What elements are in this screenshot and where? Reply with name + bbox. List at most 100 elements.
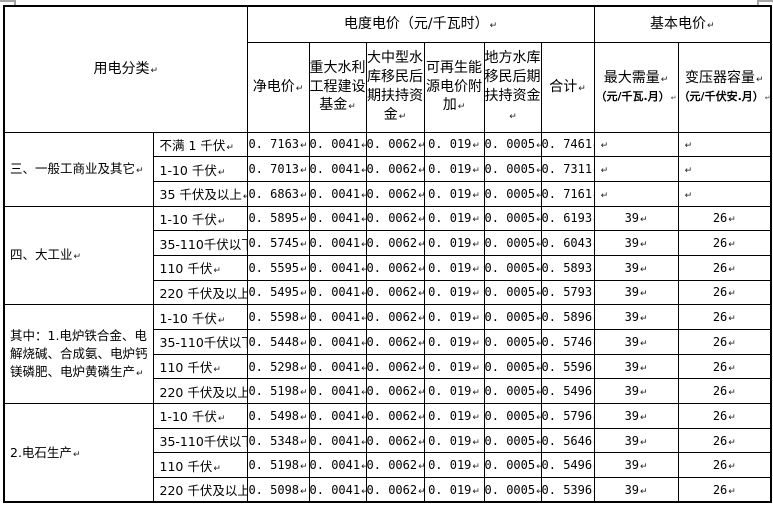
cell-category[interactable]: 其中：1.电炉铁合金、电解烧碱、合成氨、电炉钙镁磷肥、电炉黄磷生产↵ — [3, 304, 154, 405]
header-large-reservoir-fund[interactable]: 大中型水库移民后期扶持资金↵ — [365, 41, 425, 133]
cell-large-reservoir-fund[interactable]: 0. 0062↵ — [365, 452, 425, 479]
cell-total[interactable]: 0. 5896↵ — [540, 304, 595, 330]
cell-large-reservoir-fund[interactable]: 0. 0062↵ — [365, 378, 425, 405]
cell-transformer-capacity[interactable]: ↵ — [677, 131, 772, 158]
cell-large-reservoir-fund[interactable]: 0. 0062↵ — [365, 180, 425, 207]
cell-max-demand[interactable]: 39↵ — [593, 353, 679, 380]
cell-major-water-fund[interactable]: 0. 0041↵ — [308, 452, 367, 479]
cell-transformer-capacity[interactable]: ↵ — [677, 156, 772, 182]
cell-total[interactable]: 0. 5496↵ — [540, 378, 595, 405]
cell-major-water-fund[interactable]: 0. 0041↵ — [308, 403, 367, 429]
header-energy-price-group[interactable]: 电度电价（元/千瓦时）↵ — [246, 5, 595, 43]
cell-total[interactable]: 0. 7461↵ — [540, 131, 595, 158]
cell-large-reservoir-fund[interactable]: 0. 0062↵ — [365, 329, 425, 355]
cell-net-price[interactable]: 0. 6863↵ — [246, 180, 310, 207]
cell-voltage[interactable]: 110 千伏↵ — [152, 452, 248, 479]
cell-net-price[interactable]: 0. 5895↵ — [246, 205, 310, 232]
header-transformer-capacity[interactable]: 变压器容量↵ （元/千伏安.月）↵ — [677, 41, 772, 133]
cell-local-reservoir-fund[interactable]: 0. 0005↵ — [483, 353, 542, 380]
cell-local-reservoir-fund[interactable]: 0. 0005↵ — [483, 156, 542, 182]
cell-major-water-fund[interactable]: 0. 0041↵ — [308, 329, 367, 355]
cell-major-water-fund[interactable]: 0. 0041↵ — [308, 180, 367, 207]
cell-renewable-surcharge[interactable]: 0. 019↵ — [423, 180, 485, 207]
cell-net-price[interactable]: 0. 7163↵ — [246, 131, 310, 158]
cell-local-reservoir-fund[interactable]: 0. 0005↵ — [483, 254, 542, 281]
cell-large-reservoir-fund[interactable]: 0. 0062↵ — [365, 427, 425, 454]
cell-voltage[interactable]: 35-110千伏以下↵ — [152, 329, 248, 355]
cell-major-water-fund[interactable]: 0. 0041↵ — [308, 156, 367, 182]
cell-voltage[interactable]: 35-110千伏以下↵ — [152, 427, 248, 454]
cell-major-water-fund[interactable]: 0. 0041↵ — [308, 378, 367, 405]
cell-transformer-capacity[interactable]: 26↵ — [677, 254, 772, 281]
cell-max-demand[interactable]: 39↵ — [593, 378, 679, 405]
cell-local-reservoir-fund[interactable]: 0. 0005↵ — [483, 329, 542, 355]
cell-large-reservoir-fund[interactable]: 0. 0062↵ — [365, 156, 425, 182]
cell-total[interactable]: 0. 7311↵ — [540, 156, 595, 182]
cell-voltage[interactable]: 1-10 千伏↵ — [152, 205, 248, 232]
cell-total[interactable]: 0. 5496↵ — [540, 452, 595, 479]
cell-local-reservoir-fund[interactable]: 0. 0005↵ — [483, 279, 542, 306]
cell-total[interactable]: 0. 5646↵ — [540, 427, 595, 454]
cell-total[interactable]: 0. 6043↵ — [540, 230, 595, 256]
cell-net-price[interactable]: 0. 5745↵ — [246, 230, 310, 256]
cell-transformer-capacity[interactable]: 26↵ — [677, 353, 772, 380]
cell-large-reservoir-fund[interactable]: 0. 0062↵ — [365, 477, 425, 503]
cell-large-reservoir-fund[interactable]: 0. 0062↵ — [365, 131, 425, 158]
cell-total[interactable]: 0. 6193↵ — [540, 205, 595, 232]
cell-max-demand[interactable]: 39↵ — [593, 427, 679, 454]
cell-large-reservoir-fund[interactable]: 0. 0062↵ — [365, 254, 425, 281]
cell-large-reservoir-fund[interactable]: 0. 0062↵ — [365, 279, 425, 306]
cell-renewable-surcharge[interactable]: 0. 019↵ — [423, 329, 485, 355]
cell-max-demand[interactable]: ↵ — [593, 131, 679, 158]
cell-renewable-surcharge[interactable]: 0. 019↵ — [423, 477, 485, 503]
cell-net-price[interactable]: 0. 5298↵ — [246, 353, 310, 380]
cell-transformer-capacity[interactable]: 26↵ — [677, 477, 772, 503]
cell-total[interactable]: 0. 5596↵ — [540, 353, 595, 380]
cell-total[interactable]: 0. 5746↵ — [540, 329, 595, 355]
cell-renewable-surcharge[interactable]: 0. 019↵ — [423, 254, 485, 281]
cell-transformer-capacity[interactable]: 26↵ — [677, 279, 772, 306]
cell-voltage[interactable]: 220 千伏及以上↵ — [152, 378, 248, 405]
cell-large-reservoir-fund[interactable]: 0. 0062↵ — [365, 403, 425, 429]
cell-transformer-capacity[interactable]: 26↵ — [677, 205, 772, 232]
cell-major-water-fund[interactable]: 0. 0041↵ — [308, 279, 367, 306]
cell-voltage[interactable]: 35-110千伏以下↵ — [152, 230, 248, 256]
cell-transformer-capacity[interactable]: 26↵ — [677, 452, 772, 479]
cell-transformer-capacity[interactable]: 26↵ — [677, 378, 772, 405]
header-major-water-fund[interactable]: 重大水利工程建设基金↵ — [308, 41, 367, 133]
cell-voltage[interactable]: 110 千伏↵ — [152, 353, 248, 380]
cell-max-demand[interactable]: 39↵ — [593, 329, 679, 355]
header-total[interactable]: 合计↵ — [540, 41, 595, 133]
cell-renewable-surcharge[interactable]: 0. 019↵ — [423, 403, 485, 429]
cell-major-water-fund[interactable]: 0. 0041↵ — [308, 205, 367, 232]
cell-renewable-surcharge[interactable]: 0. 019↵ — [423, 452, 485, 479]
header-renewable-surcharge[interactable]: 可再生能源电价附加↵ — [423, 41, 485, 133]
cell-local-reservoir-fund[interactable]: 0. 0005↵ — [483, 477, 542, 503]
cell-max-demand[interactable]: 39↵ — [593, 477, 679, 503]
cell-voltage[interactable]: 220 千伏及以上↵ — [152, 477, 248, 503]
cell-net-price[interactable]: 0. 5198↵ — [246, 378, 310, 405]
cell-large-reservoir-fund[interactable]: 0. 0062↵ — [365, 230, 425, 256]
cell-large-reservoir-fund[interactable]: 0. 0062↵ — [365, 304, 425, 330]
cell-renewable-surcharge[interactable]: 0. 019↵ — [423, 279, 485, 306]
cell-transformer-capacity[interactable]: 26↵ — [677, 304, 772, 330]
cell-local-reservoir-fund[interactable]: 0. 0005↵ — [483, 427, 542, 454]
cell-local-reservoir-fund[interactable]: 0. 0005↵ — [483, 452, 542, 479]
cell-net-price[interactable]: 0. 5198↵ — [246, 452, 310, 479]
cell-voltage[interactable]: 110 千伏↵ — [152, 254, 248, 281]
cell-voltage[interactable]: 1-10 千伏↵ — [152, 304, 248, 330]
cell-net-price[interactable]: 0. 5595↵ — [246, 254, 310, 281]
cell-local-reservoir-fund[interactable]: 0. 0005↵ — [483, 230, 542, 256]
header-max-demand[interactable]: 最大需量↵ （元/千瓦.月）↵ — [593, 41, 679, 133]
cell-max-demand[interactable]: ↵ — [593, 180, 679, 207]
cell-renewable-surcharge[interactable]: 0. 019↵ — [423, 156, 485, 182]
cell-transformer-capacity[interactable]: 26↵ — [677, 230, 772, 256]
header-local-reservoir-fund[interactable]: 地方水库移民后期扶持资金↵ — [483, 41, 542, 133]
cell-renewable-surcharge[interactable]: 0. 019↵ — [423, 353, 485, 380]
cell-category[interactable]: 四、大工业↵ — [3, 205, 154, 306]
cell-max-demand[interactable]: ↵ — [593, 156, 679, 182]
cell-net-price[interactable]: 0. 5598↵ — [246, 304, 310, 330]
cell-transformer-capacity[interactable]: 26↵ — [677, 427, 772, 454]
cell-major-water-fund[interactable]: 0. 0041↵ — [308, 353, 367, 380]
cell-max-demand[interactable]: 39↵ — [593, 254, 679, 281]
